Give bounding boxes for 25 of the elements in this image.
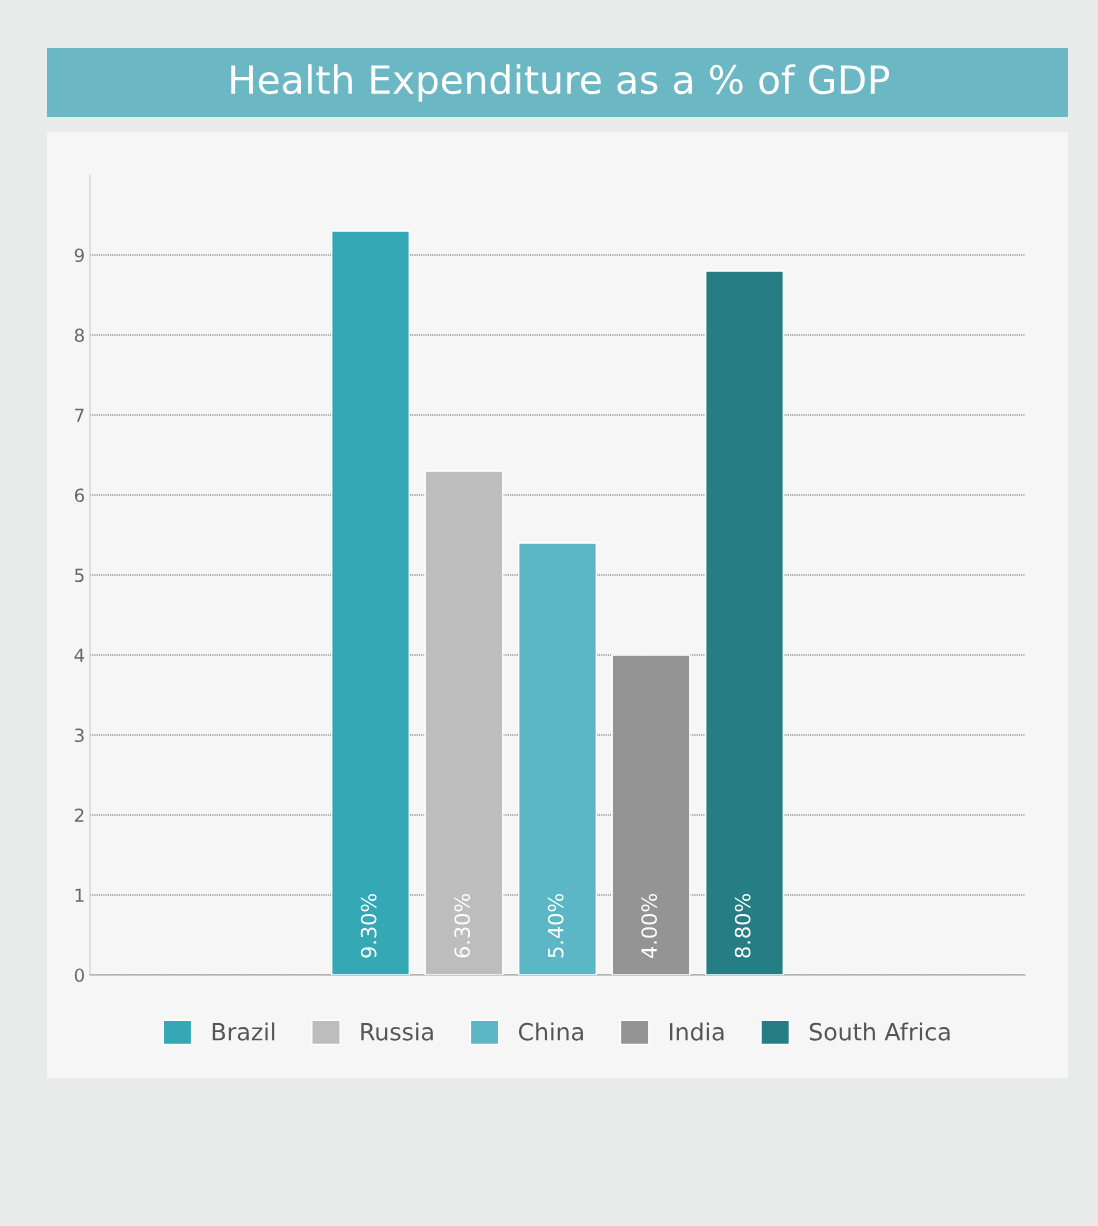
y-tick-label: 9 [74,248,84,263]
y-tick-label: 1 [75,888,84,902]
legend-label: South Africa [809,1022,950,1041]
y-tick-label: 8 [74,328,84,343]
y-tick-label: 4 [74,648,85,662]
bar [705,270,784,975]
data-label: 5.40% [547,893,564,958]
data-label: 9.30% [360,893,377,958]
chart-title: Health Expenditure as a % of GDP [231,64,890,102]
bar [518,542,597,975]
data-label: 8.80% [734,893,751,958]
legend-label: Russia [361,1022,433,1041]
data-label: 6.30% [454,893,471,958]
legend-label: India [670,1022,724,1041]
bar [424,470,504,975]
y-tick-label: 6 [74,488,84,503]
y-tick-label: 5 [75,568,84,583]
y-tick-label: 2 [74,808,84,822]
data-label: 4.00% [641,893,658,958]
y-tick-label: 3 [75,728,84,743]
y-tick-label: 0 [74,968,84,983]
y-tick-label: 7 [75,408,84,422]
legend-label: Brazil [212,1022,275,1041]
bar [331,230,410,975]
legend-label: China [518,1022,583,1041]
